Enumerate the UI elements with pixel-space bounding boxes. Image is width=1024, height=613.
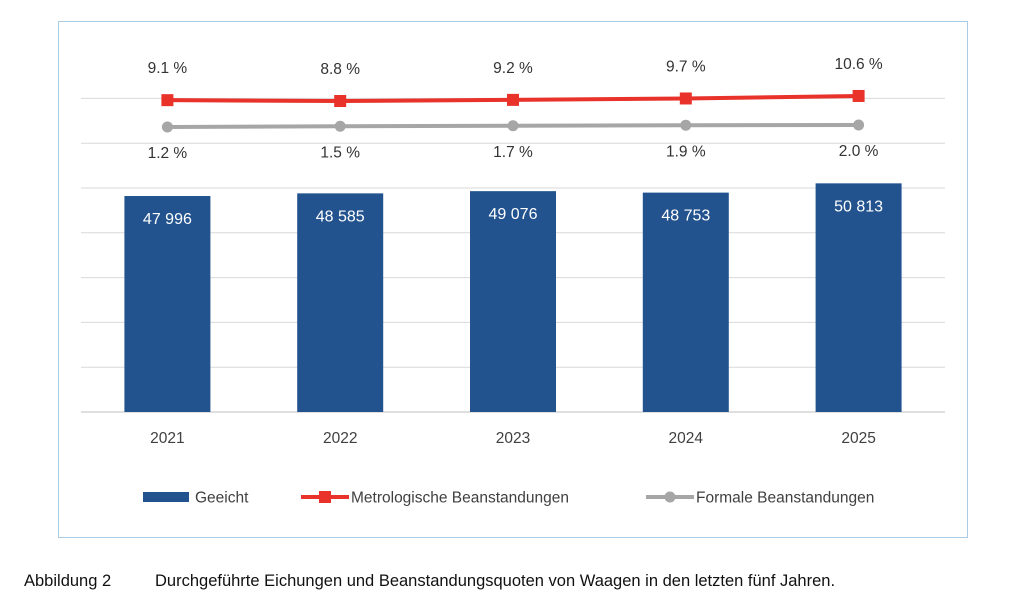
- x-tick-label: 2025: [841, 430, 875, 447]
- line-marker: [507, 93, 519, 106]
- line-value-label: 1.2 %: [148, 145, 188, 162]
- line-value-label: 2.0 %: [839, 143, 879, 160]
- legend-swatch-bar: [143, 492, 189, 502]
- line-marker: [680, 119, 692, 131]
- line-marker: [679, 92, 692, 105]
- legend-label: Metrologische Beanstandungen: [351, 490, 569, 507]
- line-value-label: 1.7 %: [493, 144, 533, 161]
- line-value-label: 9.7 %: [666, 58, 706, 75]
- line-value-label: 1.5 %: [320, 144, 360, 161]
- bar-value-label: 48 753: [661, 208, 710, 225]
- line-value-label: 10.6 %: [834, 56, 882, 73]
- line-marker: [334, 95, 347, 107]
- line-value-label: 8.8 %: [320, 61, 360, 78]
- legend-marker: [664, 491, 676, 503]
- x-tick-label: 2024: [669, 430, 704, 447]
- bar: [470, 191, 556, 412]
- line-value-label: 9.1 %: [148, 60, 188, 77]
- bar: [815, 183, 902, 412]
- line-marker: [161, 94, 174, 107]
- figure-caption-text: Durchgeführte Eichungen und Beanstandung…: [155, 572, 836, 590]
- line-marker: [853, 119, 865, 131]
- bar: [124, 196, 211, 412]
- bar: [297, 193, 384, 412]
- line-marker: [852, 89, 865, 102]
- bar-value-label: 50 813: [834, 198, 883, 215]
- bar-value-label: 47 996: [143, 211, 192, 228]
- x-tick-label: 2021: [150, 430, 184, 447]
- combo-chart: 47 996 48 585 49 076 48 753 50 813 9.1 % 8.8 %…: [81, 56, 945, 507]
- x-tick-label: 2023: [496, 430, 530, 447]
- figure-caption-label: Abbildung 2: [24, 572, 112, 590]
- x-tick-label: 2022: [323, 430, 357, 447]
- line-value-label: 9.2 %: [493, 60, 533, 77]
- legend-label: Geeicht: [195, 490, 249, 507]
- line-marker: [507, 120, 519, 132]
- legend-label: Formale Beanstandungen: [696, 490, 874, 507]
- bar-value-label: 49 076: [489, 206, 538, 223]
- chart-frame: 47 996 48 585 49 076 48 753 50 813 9.1 % 8.8 %…: [58, 21, 968, 538]
- line-marker: [334, 120, 346, 132]
- bar-value-label: 48 585: [316, 208, 365, 225]
- line-marker: [161, 121, 173, 133]
- line-value-label: 1.9 %: [666, 143, 706, 160]
- legend-marker: [319, 491, 331, 503]
- bar: [642, 192, 729, 412]
